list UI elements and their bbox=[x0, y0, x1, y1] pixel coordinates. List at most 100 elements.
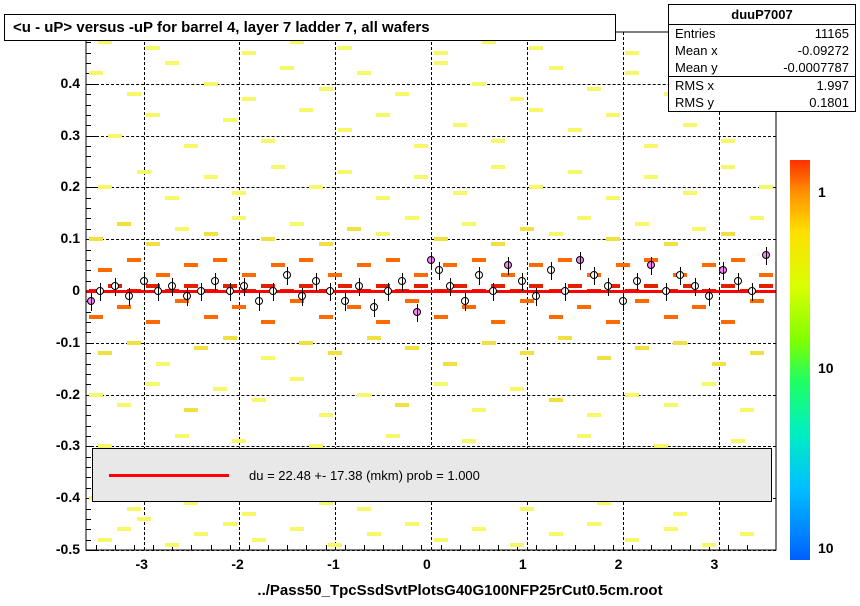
heat-cell bbox=[740, 532, 754, 536]
profile-marker bbox=[240, 282, 248, 290]
profile-marker bbox=[283, 271, 291, 279]
heat-cell bbox=[232, 191, 246, 195]
heat-cell bbox=[664, 242, 678, 246]
profile-marker bbox=[633, 277, 641, 285]
error-bar bbox=[752, 283, 753, 301]
error-bar bbox=[580, 252, 581, 270]
profile-marker bbox=[298, 292, 306, 300]
error-bar bbox=[479, 267, 480, 285]
y-minor-tick bbox=[86, 540, 91, 541]
profile-marker bbox=[590, 271, 598, 279]
heat-cell bbox=[434, 51, 448, 55]
profile-marker bbox=[140, 277, 148, 285]
heat-cell bbox=[146, 382, 160, 386]
x-minor-tick bbox=[594, 545, 595, 550]
stats-row: Mean x -0.09272 bbox=[669, 42, 855, 59]
heat-cell bbox=[184, 263, 198, 267]
profile-marker bbox=[384, 287, 392, 295]
heat-cell bbox=[414, 284, 428, 288]
heat-cell bbox=[98, 351, 112, 355]
profile-marker bbox=[748, 287, 756, 295]
heat-cell bbox=[232, 439, 246, 443]
heat-cell bbox=[558, 258, 572, 262]
x-minor-tick bbox=[613, 545, 614, 550]
heat-cell bbox=[635, 299, 649, 303]
y-minor-tick bbox=[86, 260, 91, 261]
heat-cell bbox=[165, 196, 179, 200]
heat-cell bbox=[683, 191, 697, 195]
heat-cell bbox=[175, 227, 189, 231]
grid-line-horizontal bbox=[86, 395, 776, 396]
heat-cell bbox=[204, 232, 218, 236]
stats-label: Mean x bbox=[675, 43, 718, 58]
heat-cell bbox=[587, 413, 601, 417]
y-minor-tick bbox=[86, 353, 91, 354]
heat-cell bbox=[338, 284, 352, 288]
heat-cell bbox=[146, 320, 160, 324]
heat-cell bbox=[568, 284, 582, 288]
y-minor-tick bbox=[86, 63, 91, 64]
heat-cell bbox=[702, 263, 716, 267]
heat-cell bbox=[549, 66, 563, 70]
stats-row: Entries 11165 bbox=[669, 25, 855, 42]
y-minor-tick bbox=[86, 488, 91, 489]
error-bar bbox=[273, 283, 274, 301]
heat-cell bbox=[299, 108, 313, 112]
error-bar bbox=[402, 273, 403, 291]
x-minor-tick bbox=[690, 545, 691, 550]
x-minor-tick bbox=[211, 545, 212, 550]
heat-cell bbox=[242, 51, 256, 55]
heat-cell bbox=[673, 512, 687, 516]
plot-title-box: <u - uP> versus -uP for barrel 4, layer … bbox=[4, 14, 616, 41]
heat-cell bbox=[98, 268, 112, 272]
heat-cell bbox=[625, 393, 639, 397]
profile-marker bbox=[604, 282, 612, 290]
heat-cell bbox=[127, 341, 141, 345]
y-tick-label: 0.2 bbox=[61, 178, 80, 194]
profile-marker bbox=[125, 292, 133, 300]
error-bar bbox=[439, 262, 440, 280]
heat-cell bbox=[510, 387, 524, 391]
heat-cell bbox=[472, 527, 486, 531]
profile-marker bbox=[532, 292, 540, 300]
heat-cell bbox=[194, 532, 208, 536]
heat-cell bbox=[405, 522, 419, 526]
error-bar bbox=[359, 278, 360, 296]
heat-cell bbox=[434, 315, 448, 319]
heat-cell bbox=[127, 258, 141, 262]
heat-cell bbox=[606, 237, 620, 241]
stats-label: Mean y bbox=[675, 60, 718, 75]
error-bar bbox=[565, 283, 566, 301]
error-bar bbox=[259, 293, 260, 311]
heat-cell bbox=[175, 434, 189, 438]
heat-cell bbox=[414, 273, 428, 277]
y-minor-tick bbox=[86, 436, 91, 437]
heat-cell bbox=[319, 242, 333, 246]
profile-marker bbox=[435, 266, 443, 274]
heat-cell bbox=[386, 258, 400, 262]
error-bar bbox=[766, 247, 767, 265]
profile-marker bbox=[269, 287, 277, 295]
error-bar bbox=[738, 273, 739, 291]
error-bar bbox=[666, 283, 667, 301]
profile-marker bbox=[504, 261, 512, 269]
heat-cell bbox=[357, 263, 371, 267]
heat-cell bbox=[625, 538, 639, 542]
heat-cell bbox=[223, 336, 237, 340]
profile-marker bbox=[154, 287, 162, 295]
profile-marker bbox=[168, 282, 176, 290]
error-bar bbox=[623, 293, 624, 311]
y-minor-tick bbox=[86, 426, 91, 427]
error-bar bbox=[172, 278, 173, 296]
y-minor-tick bbox=[86, 198, 91, 199]
profile-marker bbox=[676, 271, 684, 279]
y-minor-tick bbox=[86, 446, 91, 447]
x-minor-tick bbox=[728, 545, 729, 550]
x-tick-label: 0 bbox=[423, 556, 431, 572]
heat-cell bbox=[443, 362, 457, 366]
heat-cell bbox=[721, 320, 735, 324]
heat-cell bbox=[482, 341, 496, 345]
heat-cell bbox=[644, 175, 658, 179]
heat-cell bbox=[520, 351, 534, 355]
x-minor-tick bbox=[364, 545, 365, 550]
